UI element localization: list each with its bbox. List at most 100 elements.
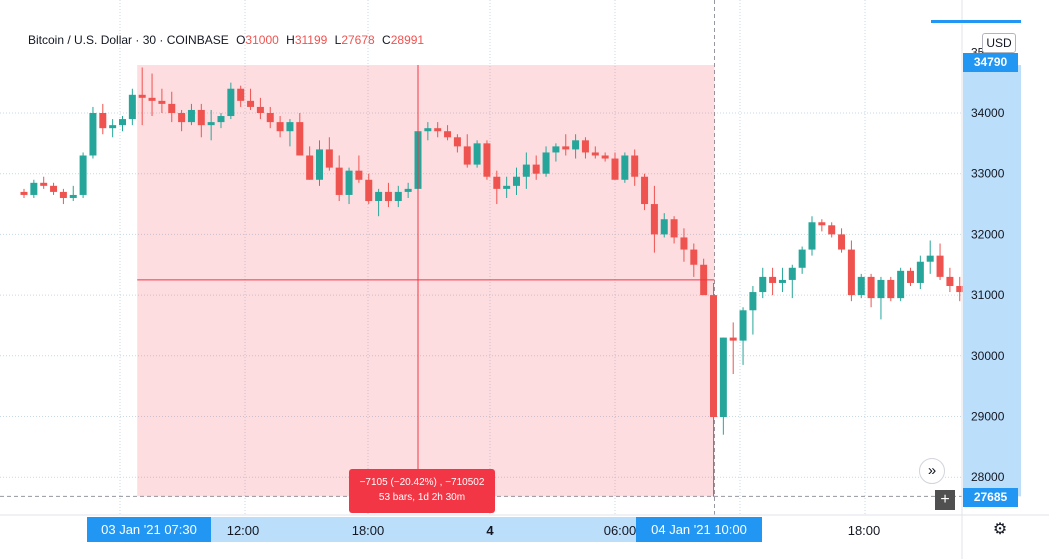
candle — [778, 267, 786, 293]
candle-body — [936, 255, 944, 277]
measure-tooltip: −7105 (−20.42%) , −710502 53 bars, 1d 2h… — [349, 469, 495, 513]
candle — [788, 264, 796, 299]
range-start-time-tag: 03 Jan '21 07:30 — [87, 517, 211, 542]
candle-body — [158, 100, 166, 104]
candle — [936, 243, 944, 280]
low-value: 27678 — [341, 33, 375, 47]
candle-body — [926, 255, 934, 262]
candle — [99, 103, 107, 135]
candle — [306, 146, 314, 180]
add-button[interactable]: + — [935, 490, 955, 510]
candle — [40, 176, 48, 189]
candle — [384, 182, 392, 208]
candle-body — [660, 219, 668, 235]
candle — [207, 109, 215, 141]
candle — [956, 276, 964, 302]
candle — [522, 152, 530, 189]
candle-body — [847, 249, 855, 296]
candle — [394, 185, 402, 208]
candle-body — [20, 191, 28, 195]
candle — [276, 116, 284, 138]
candle-body — [542, 152, 550, 174]
candle — [680, 228, 688, 262]
candle — [503, 176, 511, 198]
candle-body — [276, 122, 284, 132]
candle-body — [788, 267, 796, 280]
measure-range-area — [137, 65, 715, 497]
price-axis-ticks: 3400033000320003100030000290002800035 — [971, 45, 1005, 484]
candle — [286, 119, 294, 147]
candle — [719, 337, 727, 435]
candle-body — [345, 170, 353, 195]
price-tick-label: 32000 — [971, 227, 1005, 241]
candle-body — [946, 276, 954, 286]
candle-body — [670, 219, 678, 238]
candle-body — [69, 194, 77, 198]
candle-body — [650, 204, 658, 235]
candle-body — [778, 279, 786, 283]
candle-body — [453, 137, 461, 147]
candle-body — [178, 113, 186, 123]
candle-body — [818, 222, 826, 226]
time-tick-label: 18:00 — [352, 523, 385, 538]
candle-body — [611, 158, 619, 180]
candle-body — [798, 249, 806, 268]
measure-change: −7105 (−20.42%) , −710502 — [359, 477, 485, 488]
candle-body — [463, 146, 471, 165]
candle-body — [444, 131, 452, 138]
candle-body — [355, 170, 363, 180]
candle — [631, 149, 639, 186]
candle — [532, 155, 540, 180]
candle — [710, 283, 717, 497]
candle-body — [217, 116, 225, 123]
candle — [109, 119, 117, 138]
candle — [769, 267, 777, 296]
candle-body — [828, 225, 836, 235]
candle — [581, 137, 589, 159]
candle — [316, 140, 323, 186]
candle-body — [916, 261, 924, 283]
candle-body — [641, 176, 649, 205]
candle-body — [256, 106, 264, 113]
candle — [473, 140, 481, 168]
candle — [266, 106, 274, 129]
candle-body — [128, 94, 136, 120]
candle-body — [79, 155, 87, 195]
price-tick-label: 28000 — [971, 470, 1005, 484]
candle — [877, 276, 885, 320]
candle-body — [572, 140, 580, 150]
candle-body — [40, 182, 48, 186]
low-label: L — [334, 33, 342, 47]
candle-body — [207, 122, 215, 126]
candle — [463, 134, 471, 168]
candle-body — [197, 109, 205, 126]
candle-body — [335, 167, 343, 195]
candle-body — [148, 97, 156, 101]
candle-body — [266, 113, 274, 123]
candle-body — [89, 113, 97, 156]
candle — [818, 219, 826, 232]
candle — [867, 273, 875, 308]
currency-button[interactable]: USD — [982, 33, 1016, 53]
scroll-to-realtime-button[interactable]: » — [919, 458, 945, 484]
candle — [483, 140, 491, 180]
candle — [562, 134, 570, 156]
candle — [30, 179, 38, 198]
candle — [660, 213, 668, 238]
candle — [128, 88, 136, 126]
measure-bars: 53 bars, 1d 2h 30m — [378, 492, 466, 503]
candle-body — [365, 179, 373, 202]
candle — [552, 143, 560, 162]
candle — [434, 122, 442, 138]
candle-body — [759, 276, 767, 293]
candle-body — [552, 146, 560, 153]
settings-gear-icon[interactable]: ⚙ — [992, 521, 1008, 538]
open-label: O — [236, 33, 246, 47]
candle — [897, 267, 905, 302]
crosshair — [137, 65, 715, 497]
candle-body — [434, 128, 442, 132]
candle-body — [424, 128, 432, 132]
candle — [247, 88, 255, 110]
candle-body — [719, 337, 727, 418]
